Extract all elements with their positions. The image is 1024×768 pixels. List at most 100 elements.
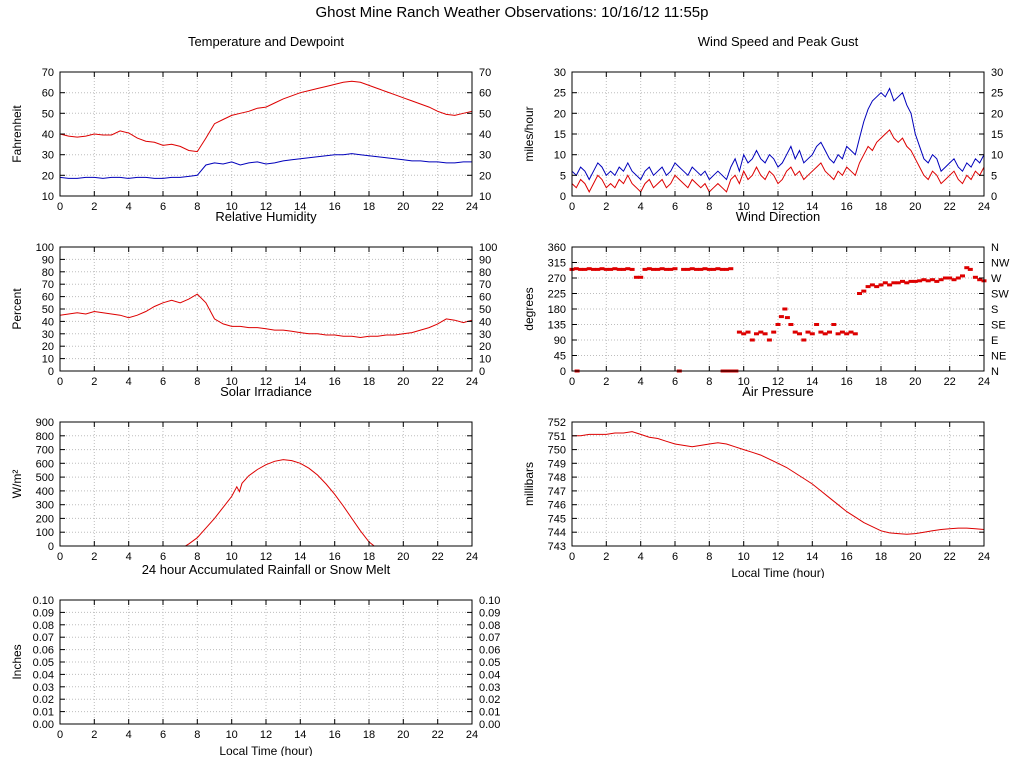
svg-text:0.06: 0.06 [479,645,500,657]
svg-text:0: 0 [48,541,54,553]
chart-svg-rainfall: 0 2 4 6 8 10 12 14 16 18 20 22 240.00 0.000.01 0.010.0… [10,562,500,758]
svg-text:20: 20 [397,551,409,563]
svg-text:0.08: 0.08 [479,620,500,632]
svg-text:40: 40 [479,129,491,141]
svg-text:14: 14 [806,551,818,563]
svg-text:752: 752 [548,417,566,429]
chart-rainfall: 0 2 4 6 8 10 12 14 16 18 20 22 24 0.00 0.00 0.01 0.01 0.0… [6,556,506,758]
svg-text:4: 4 [126,729,132,741]
svg-text:N: N [991,366,999,378]
svg-text:8: 8 [706,376,712,388]
svg-text:400: 400 [36,486,54,498]
svg-text:6: 6 [672,201,678,213]
svg-text:40: 40 [42,129,54,141]
svg-text:24: 24 [466,729,478,741]
svg-text:24: 24 [466,376,478,388]
svg-text:100: 100 [36,527,54,539]
svg-text:6: 6 [160,551,166,563]
svg-text:0.03: 0.03 [33,682,54,694]
svg-text:749: 749 [548,458,566,470]
svg-text:Relative Humidity: Relative Humidity [215,209,317,224]
svg-text:0: 0 [479,366,485,378]
svg-text:4: 4 [638,551,644,563]
svg-text:0: 0 [560,191,566,203]
svg-text:16: 16 [329,551,341,563]
svg-text:30: 30 [42,150,54,162]
svg-text:0.04: 0.04 [33,669,54,681]
svg-text:30: 30 [42,329,54,341]
page-title: Ghost Mine Ranch Weather Observations: 1… [315,4,709,21]
svg-text:10: 10 [226,729,238,741]
svg-text:0.02: 0.02 [479,694,500,706]
svg-text:100: 100 [479,242,497,254]
svg-text:747: 747 [548,486,566,498]
svg-text:225: 225 [548,289,566,301]
svg-text:270: 270 [548,273,566,285]
svg-text:0.03: 0.03 [479,682,500,694]
svg-text:60: 60 [42,292,54,304]
svg-text:10: 10 [226,551,238,563]
svg-text:12: 12 [772,376,784,388]
svg-text:70: 70 [42,67,54,79]
svg-text:50: 50 [42,304,54,316]
svg-text:8: 8 [706,201,712,213]
svg-text:16: 16 [841,551,853,563]
svg-text:10: 10 [226,376,238,388]
svg-text:2: 2 [91,376,97,388]
svg-text:0.06: 0.06 [33,645,54,657]
svg-text:0.07: 0.07 [479,632,500,644]
svg-text:0.00: 0.00 [33,719,54,731]
svg-text:2: 2 [603,551,609,563]
svg-text:60: 60 [479,292,491,304]
svg-text:30: 30 [554,67,566,79]
svg-text:18: 18 [363,201,375,213]
svg-text:NW: NW [991,258,1010,270]
svg-text:0: 0 [57,201,63,213]
svg-text:N: N [991,242,999,254]
svg-text:22: 22 [432,551,444,563]
svg-text:Air Pressure: Air Pressure [742,384,814,399]
svg-text:45: 45 [554,351,566,363]
svg-text:600: 600 [36,458,54,470]
svg-text:Wind Direction: Wind Direction [736,209,821,224]
svg-text:4: 4 [638,201,644,213]
svg-text:degrees: degrees [522,287,536,330]
svg-text:12: 12 [260,376,272,388]
chart-solar-irradiance: 0 2 4 6 8 10 12 14 16 18 20 22 24 0 100 200 300 400 500 600… [6,378,506,578]
svg-text:Wind Speed and Peak Gust: Wind Speed and Peak Gust [698,34,859,49]
svg-text:14: 14 [806,201,818,213]
svg-text:0: 0 [569,551,575,563]
svg-text:0.08: 0.08 [33,620,54,632]
svg-text:18: 18 [875,201,887,213]
svg-text:14: 14 [294,551,306,563]
svg-text:8: 8 [194,729,200,741]
svg-text:0.00: 0.00 [479,719,500,731]
svg-text:80: 80 [479,267,491,279]
svg-text:16: 16 [841,201,853,213]
svg-text:20: 20 [397,201,409,213]
svg-text:10: 10 [991,150,1003,162]
svg-text:0.01: 0.01 [33,707,54,719]
svg-text:60: 60 [42,88,54,100]
svg-text:70: 70 [479,67,491,79]
svg-text:Fahrenheit: Fahrenheit [10,105,24,163]
svg-text:360: 360 [548,242,566,254]
svg-text:8: 8 [194,376,200,388]
svg-text:20: 20 [42,170,54,182]
chart-wind-speed-gust: 0 2 4 6 8 10 12 14 16 18 20 22 24 0 0 5 5 10 10 15 15 20 20 25 2… [518,28,1018,228]
svg-text:4: 4 [638,376,644,388]
svg-text:4: 4 [126,201,132,213]
svg-text:750: 750 [548,445,566,457]
svg-text:10: 10 [42,354,54,366]
svg-text:15: 15 [554,129,566,141]
svg-text:20: 20 [909,551,921,563]
svg-text:6: 6 [160,376,166,388]
svg-text:16: 16 [329,201,341,213]
svg-text:2: 2 [603,201,609,213]
svg-text:8: 8 [194,551,200,563]
svg-text:22: 22 [944,551,956,563]
svg-text:748: 748 [548,472,566,484]
svg-text:0.04: 0.04 [479,669,500,681]
svg-text:22: 22 [432,376,444,388]
